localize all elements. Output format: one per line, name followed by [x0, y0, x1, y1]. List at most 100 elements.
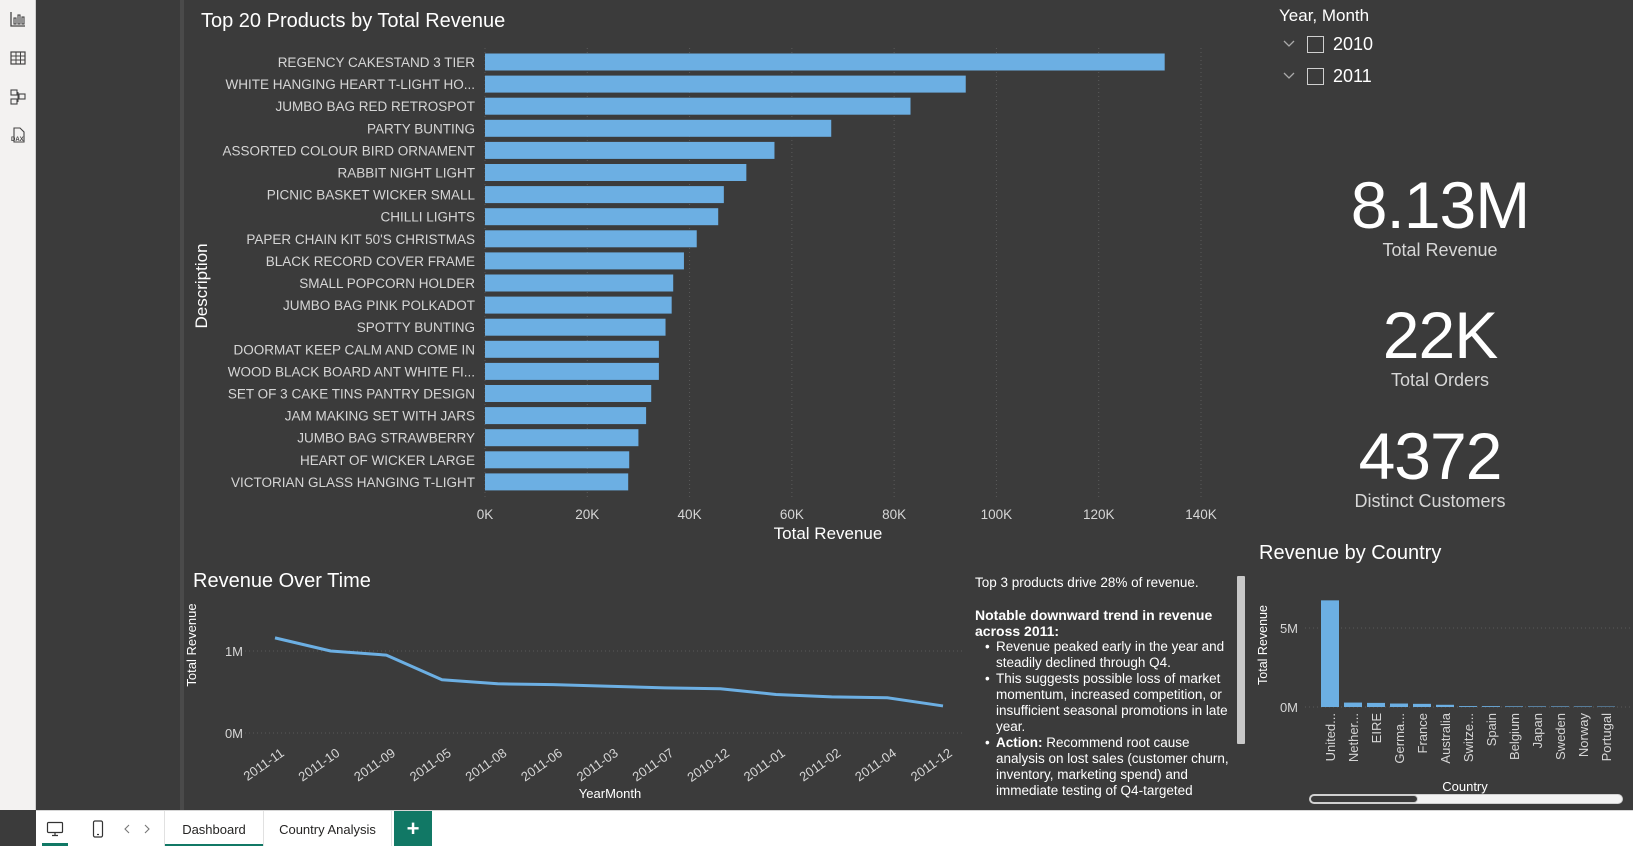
tab-dashboard[interactable]: Dashboard: [164, 811, 264, 846]
narrative-bullet-action: Action: Recommend root cause analysis on…: [985, 735, 1230, 799]
action-label: Action:: [996, 735, 1043, 750]
x-tick-label: Nether...: [1346, 713, 1361, 762]
bar: [485, 230, 697, 248]
slicer-title: Year, Month: [1279, 6, 1370, 25]
table-view-icon[interactable]: [5, 45, 31, 71]
x-tick-label: 2011-02: [796, 745, 843, 784]
column: [1413, 703, 1431, 707]
narrative-bullet: Revenue peaked early in the year and ste…: [985, 639, 1230, 671]
column: [1505, 706, 1523, 707]
smart-narrative[interactable]: Top 3 products drive 28% of revenue. Not…: [975, 575, 1230, 805]
category-label: JUMBO BAG RED RETROSPOT: [275, 99, 475, 114]
revenue-by-country-chart[interactable]: Revenue by Country 0M 5M United... Nether..…: [1255, 535, 1633, 807]
slicer-checkbox[interactable]: [1307, 35, 1324, 53]
mobile-layout-icon[interactable]: [86, 817, 110, 841]
bar: [485, 141, 775, 159]
slicer-item-label: 2011: [1333, 65, 1372, 86]
x-tick-label: United...: [1323, 713, 1338, 761]
canvas-gutter: [36, 0, 180, 810]
year-month-slicer[interactable]: Year, Month 2010 2011: [1275, 0, 1475, 95]
country-chart-scroll-thumb[interactable]: [1310, 795, 1418, 803]
column: [1528, 706, 1546, 707]
narrative-scrollbar[interactable]: [1237, 576, 1245, 744]
series-line: [274, 636, 944, 708]
x-tick-label: Australia: [1438, 712, 1453, 763]
x-tick-label: 60K: [780, 507, 804, 522]
dax-query-view-icon[interactable]: DAX: [5, 122, 31, 148]
x-tick-label: France: [1415, 713, 1430, 753]
y-tick-label: 5M: [1280, 621, 1298, 636]
x-tick-label: 40K: [678, 507, 702, 522]
y-axis-title: Total Revenue: [1256, 605, 1270, 685]
x-tick-label: Japan: [1530, 713, 1545, 748]
slicer-checkbox[interactable]: [1307, 67, 1324, 85]
next-page-icon[interactable]: [140, 822, 154, 836]
bar: [485, 362, 659, 380]
bar: [485, 164, 747, 181]
column: [1574, 706, 1592, 707]
chevron-down-icon[interactable]: [1281, 36, 1297, 52]
column: [1459, 706, 1477, 707]
kpi-value: 22K: [1382, 298, 1498, 372]
add-page-button[interactable]: +: [394, 811, 432, 846]
x-tick-label: Spain: [1484, 713, 1499, 746]
kpi-card-total-orders[interactable]: 22K Total Orders: [1290, 302, 1590, 391]
category-label: VICTORIAN GLASS HANGING T-LIGHT: [231, 475, 475, 490]
svg-text:DAX: DAX: [11, 137, 24, 143]
x-axis-title: Total Revenue: [774, 524, 883, 543]
category-label: SPOTTY BUNTING: [357, 320, 475, 335]
x-tick-label: 140K: [1185, 507, 1217, 522]
desktop-layout-icon[interactable]: [43, 817, 67, 841]
bar: [485, 252, 684, 270]
x-tick-label: Sweden: [1553, 713, 1568, 760]
x-tick-label: 2011-11: [241, 745, 287, 784]
kpi-card-distinct-customers[interactable]: 4372 Distinct Customers: [1280, 423, 1580, 512]
x-tick-label: Switze...: [1461, 713, 1476, 762]
slicer-item-2011[interactable]: 2011: [1281, 64, 1372, 88]
report-view-icon[interactable]: [5, 6, 31, 32]
x-tick-label: 2011-03: [574, 745, 621, 784]
country-chart-canvas: 0M 5M United... Nether... EIRE Germa... France…: [1256, 600, 1633, 794]
x-tick-label: 80K: [882, 507, 906, 522]
model-view-icon[interactable]: [5, 84, 31, 110]
slicer-item-label: 2010: [1333, 33, 1374, 54]
narrative-bullet: This suggests possible loss of market mo…: [985, 671, 1230, 735]
category-label: REGENCY CAKESTAND 3 TIER: [278, 55, 476, 70]
kpi-card-total-revenue[interactable]: 8.13M Total Revenue: [1290, 172, 1590, 261]
tab-country-analysis[interactable]: Country Analysis: [264, 811, 392, 846]
bar: [485, 119, 832, 137]
kpi-label: Distinct Customers: [1354, 491, 1506, 511]
category-label: JAM MAKING SET WITH JARS: [285, 409, 475, 424]
x-axis-title: YearMonth: [579, 786, 641, 801]
y-tick-label: 0M: [225, 726, 243, 741]
top-products-bar-chart[interactable]: Top 20 Products by Total Revenue 0K 20K 40…: [185, 0, 1270, 565]
x-tick-label: 2011-08: [462, 745, 509, 784]
category-label: JUMBO BAG STRAWBERRY: [297, 431, 475, 446]
previous-page-icon[interactable]: [120, 822, 134, 836]
country-chart-scrollbar[interactable]: [1309, 794, 1623, 804]
bar: [485, 429, 639, 447]
y-axis-title: Total Revenue: [185, 603, 199, 686]
x-tick-label: Norway: [1576, 713, 1591, 758]
bar-chart-canvas: 0K 20K 40K 60K 80K 100K 120K 140K REGENCY CAKEST…: [192, 48, 1217, 543]
category-label: PICNIC BASKET WICKER SMALL: [267, 188, 476, 203]
category-label: SMALL POPCORN HOLDER: [299, 276, 475, 291]
column: [1390, 703, 1408, 707]
view-rail: DAX: [0, 0, 36, 810]
kpi-label: Total Orders: [1390, 370, 1490, 390]
bar: [485, 340, 659, 358]
bar: [485, 208, 719, 226]
slicer-item-2010[interactable]: 2010: [1281, 32, 1373, 56]
revenue-over-time-line-chart[interactable]: Revenue Over Time 0M 1M 2011-11 2011-10 2011…: [185, 565, 975, 805]
chevron-down-icon[interactable]: [1281, 68, 1297, 84]
x-tick-label: 2011-12: [908, 745, 955, 784]
narrative-heading: Notable downward trend in revenue across…: [975, 607, 1213, 639]
column: [1551, 706, 1569, 707]
x-tick-label: 2011-05: [407, 745, 454, 784]
x-tick-label: 2011-01: [741, 745, 788, 784]
bar: [485, 451, 630, 469]
x-tick-label: 100K: [981, 507, 1013, 522]
column: [1482, 706, 1500, 707]
column: [1344, 702, 1362, 707]
desktop-layout-selected-indicator: [42, 843, 68, 846]
